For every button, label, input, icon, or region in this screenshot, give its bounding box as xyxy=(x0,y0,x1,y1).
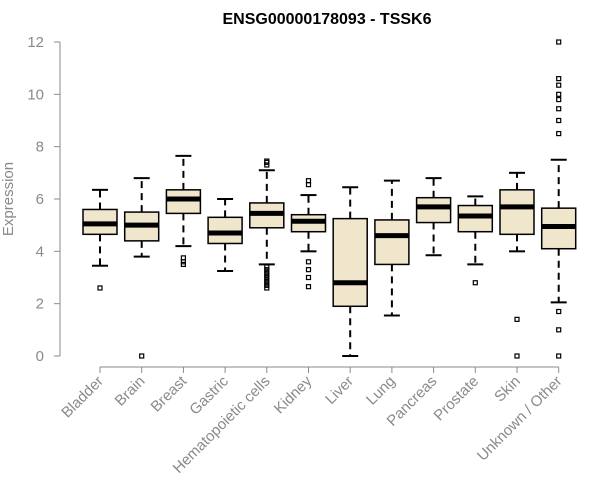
x-tick-label: Breast xyxy=(148,372,191,415)
iqr-box xyxy=(207,216,243,245)
iqr-box xyxy=(165,189,202,215)
outlier-point xyxy=(264,282,270,288)
box-breast xyxy=(165,154,202,268)
y-axis-label: Expression xyxy=(0,162,17,236)
x-tick-label: Bladder xyxy=(58,373,107,422)
x-tick-label: Skin xyxy=(491,373,524,406)
outlier-point xyxy=(472,280,478,286)
iqr-box xyxy=(457,204,494,233)
outlier-point xyxy=(264,272,270,278)
x-tick-label: Prostate xyxy=(431,373,483,425)
outlier-point xyxy=(305,284,312,290)
x-tick-label: Brain xyxy=(112,373,149,410)
outlier-point xyxy=(264,274,270,281)
outlier-point xyxy=(264,267,270,273)
outlier-point xyxy=(264,158,270,164)
outlier-point xyxy=(264,269,270,275)
y-tick-label: 12 xyxy=(27,34,44,51)
box-prostate xyxy=(457,195,494,286)
outlier-point xyxy=(264,277,270,283)
outlier-point xyxy=(556,91,562,97)
outlier-point xyxy=(556,106,562,112)
outlier-point xyxy=(514,353,520,359)
iqr-box xyxy=(415,196,452,224)
box-gastric xyxy=(207,198,243,272)
y-axis: 0 2 4 6 8 10 12 xyxy=(27,34,61,365)
box-lung xyxy=(374,179,410,317)
x-tick-label: Lung xyxy=(363,373,399,409)
y-tick-label: 4 xyxy=(36,243,44,260)
chart-title: ENSG00000178093 - TSSK6 xyxy=(222,11,431,28)
box-unknown-other xyxy=(540,39,577,359)
box-hematopoietic-cells xyxy=(249,158,285,291)
y-tick-label: 6 xyxy=(36,191,44,208)
outlier-point xyxy=(264,264,270,270)
y-tick-label: 10 xyxy=(27,86,44,103)
outlier-point xyxy=(556,308,562,315)
box-liver xyxy=(332,186,368,357)
box-pancreas xyxy=(415,177,452,257)
y-tick-label: 2 xyxy=(36,296,44,313)
outlier-point xyxy=(514,316,520,322)
outlier-point xyxy=(305,267,312,273)
box-kidney xyxy=(290,178,327,290)
outlier-point xyxy=(139,353,145,359)
iqr-box xyxy=(499,189,535,236)
boxes-group xyxy=(82,39,577,359)
outlier-point xyxy=(556,327,562,333)
outlier-point xyxy=(556,82,562,88)
outlier-point xyxy=(264,159,270,165)
outlier-point xyxy=(97,285,103,291)
outlier-point xyxy=(556,39,562,45)
box-brain xyxy=(123,177,160,359)
box-skin xyxy=(499,171,535,359)
outlier-point xyxy=(556,353,562,359)
outlier-point xyxy=(264,285,270,291)
iqr-box xyxy=(332,217,368,308)
outlier-point xyxy=(556,76,562,82)
outlier-point xyxy=(305,259,312,265)
outlier-point xyxy=(305,274,312,281)
outlier-point xyxy=(305,178,312,184)
outlier-point xyxy=(180,255,186,261)
outlier-point xyxy=(556,117,562,124)
outlier-point xyxy=(556,96,562,103)
y-tick-label: 0 xyxy=(36,348,44,365)
box-bladder xyxy=(82,188,118,291)
iqr-box xyxy=(374,219,410,266)
x-tick-label: Kidney xyxy=(271,372,316,417)
outlier-point xyxy=(264,280,270,286)
y-tick-label: 8 xyxy=(36,139,44,156)
outlier-point xyxy=(556,130,562,137)
x-tick-label: Liver xyxy=(322,373,357,408)
outlier-point xyxy=(180,261,186,268)
